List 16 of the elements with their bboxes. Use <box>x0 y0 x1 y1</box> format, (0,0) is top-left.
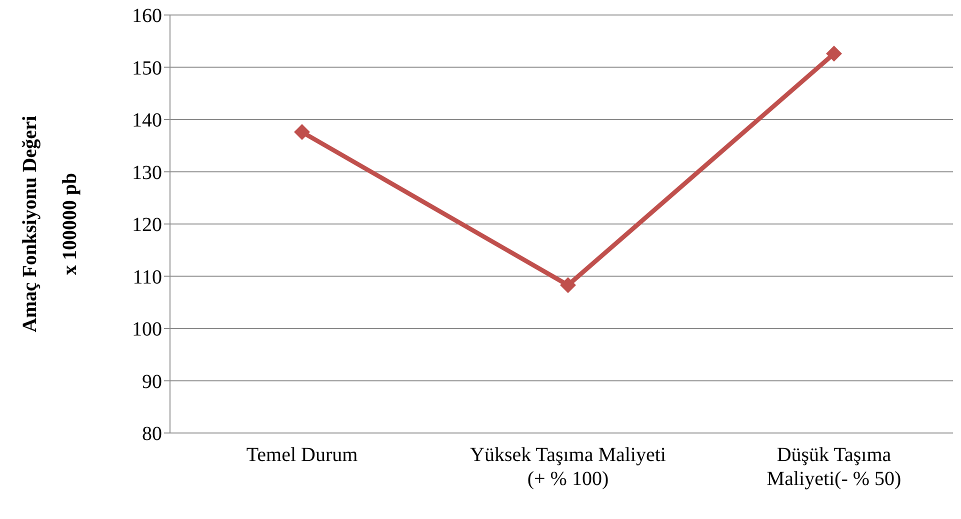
y-tick-label: 160 <box>132 5 162 28</box>
y-tick-label: 100 <box>132 318 162 341</box>
y-tick-label: 80 <box>142 423 162 446</box>
y-tick-label: 110 <box>132 266 162 288</box>
y-tick-label: 130 <box>132 162 162 184</box>
x-tick-label: Yüksek Taşıma Maliyeti (+ % 100) <box>470 444 666 490</box>
point <box>560 277 576 294</box>
y-tick-label: 150 <box>132 57 162 80</box>
y-tick-label: 120 <box>132 214 162 236</box>
y-tick-label: 140 <box>132 110 162 132</box>
x-tick-label: Düşük Taşıma Maliyeti(- % 50) <box>766 444 902 490</box>
point <box>294 124 310 140</box>
y-axis-title: Amaç Fonksiyonu Değeri x 100000 pb <box>19 115 81 332</box>
y-tick-label: 90 <box>142 370 162 393</box>
x-tick-label: Temel Durum <box>246 444 358 466</box>
point <box>826 46 842 62</box>
